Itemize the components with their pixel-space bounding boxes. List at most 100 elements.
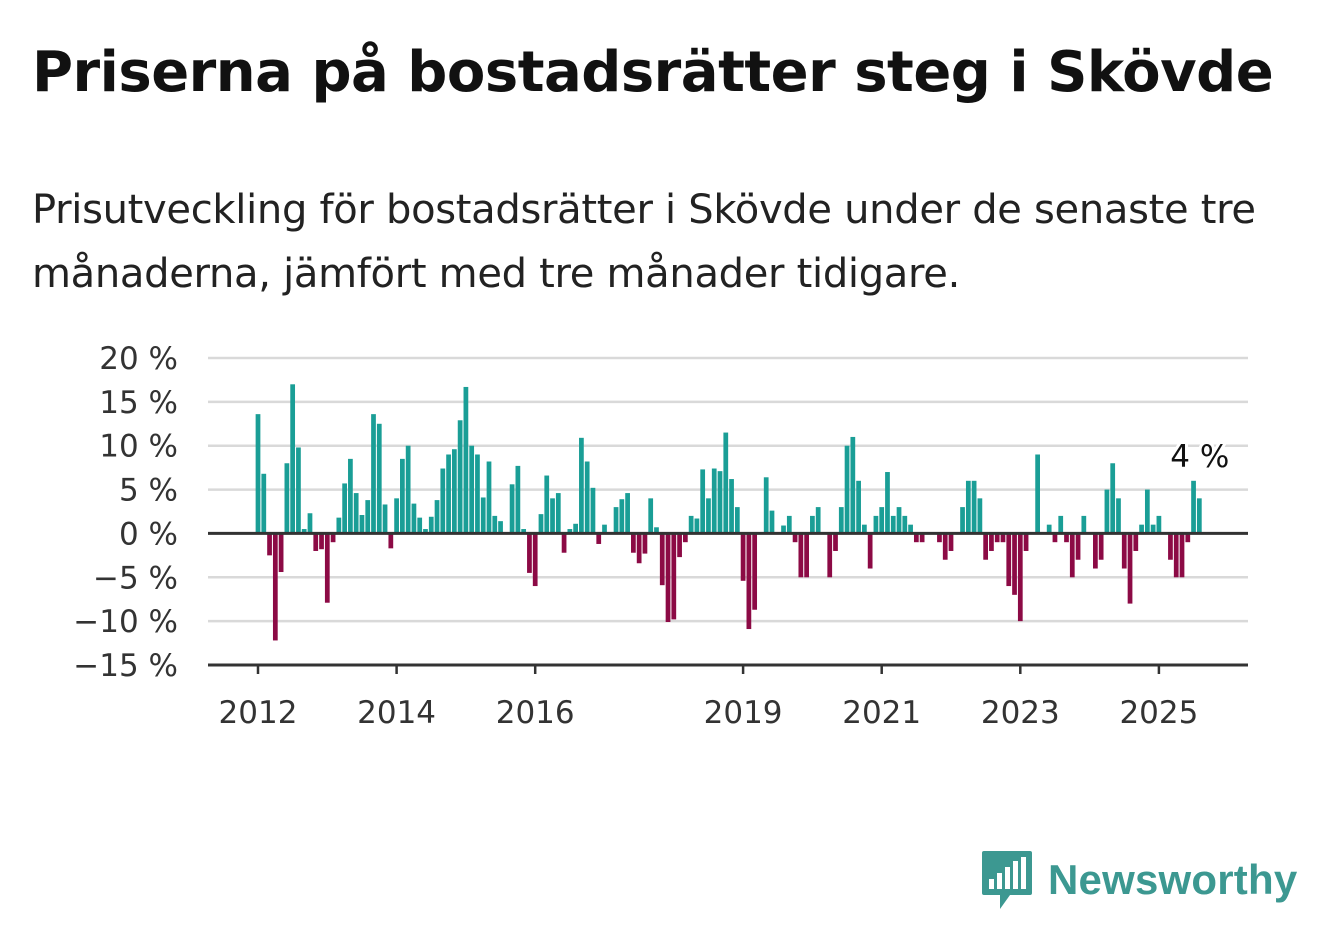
bar-2012-07 (290, 384, 296, 534)
bar-2019-05 (763, 477, 769, 534)
x-tick-label: 2025 (1119, 695, 1198, 731)
bar-2025-04 (1173, 533, 1179, 578)
bar-2013-04 (342, 483, 347, 534)
bar-2024-09 (1133, 533, 1139, 551)
bar-2015-01 (463, 386, 469, 534)
bar-2024-04 (1104, 489, 1110, 534)
bar-2017-03 (613, 507, 619, 534)
bar-2013-08 (365, 500, 371, 534)
y-axis-labels: 20 % 15 % 10 % 5 % 0 % −5 % −10 % −15 % (73, 341, 178, 684)
chart-subtitle: Prisutveckling för bostadsrätter i Skövd… (32, 187, 1256, 297)
bar-2021-07 (913, 533, 919, 543)
bar-2022-06 (977, 498, 983, 534)
bar-2017-06 (631, 533, 636, 553)
bar-2023-09 (1064, 533, 1069, 543)
bar-2021-04 (896, 507, 902, 534)
bar-2014-04 (411, 503, 417, 534)
bar-2022-10 (1000, 533, 1006, 543)
bar-2024-02 (1093, 533, 1098, 569)
brand-logo: Newsworthy (980, 848, 1297, 912)
bar-2022-03 (960, 507, 965, 534)
bar-2013-12 (388, 533, 394, 549)
bar-2025-05 (1179, 533, 1185, 578)
bar-2016-05 (555, 493, 561, 534)
y-tick-label: 20 % (99, 341, 178, 377)
bar-2015-05 (486, 461, 492, 534)
bar-2015-09 (509, 484, 515, 534)
bar-2019-09 (786, 515, 792, 534)
bar-2019-06 (769, 510, 775, 534)
bar-2017-04 (619, 499, 625, 534)
bar-2024-08 (1127, 533, 1133, 604)
bar-2018-07 (706, 498, 711, 534)
x-tick-label: 2023 (981, 695, 1060, 731)
bar-2013-02 (330, 533, 336, 543)
newsworthy-logo-icon (982, 851, 1032, 909)
bar-2012-03 (267, 533, 272, 556)
bar-2023-07 (1052, 533, 1058, 543)
bar-2016-03 (544, 475, 550, 534)
bar-2023-10 (1069, 533, 1075, 578)
bars (255, 384, 1202, 641)
bar-2014-12 (457, 420, 463, 534)
bar-2023-08 (1058, 515, 1064, 534)
bar-2023-04 (1035, 454, 1040, 534)
bar-2014-06 (423, 529, 428, 534)
bar-2018-04 (688, 515, 694, 534)
bar-2024-11 (1144, 489, 1150, 534)
bar-2020-10 (862, 524, 867, 534)
bar-2024-03 (1098, 533, 1104, 560)
bar-2019-08 (781, 525, 786, 534)
bar-2018-08 (711, 468, 717, 534)
bar-2014-05 (417, 517, 423, 534)
bar-2024-06 (1116, 498, 1121, 534)
bar-2024-07 (1121, 533, 1127, 569)
bar-2020-02 (815, 507, 821, 534)
bar-2022-05 (971, 480, 977, 534)
bar-2015-11 (521, 529, 527, 534)
bar-2023-02 (1023, 533, 1029, 551)
bar-2012-12 (319, 533, 324, 550)
bar-2019-01 (740, 533, 746, 581)
bar-2018-02 (677, 533, 682, 558)
bar-2016-11 (590, 487, 596, 534)
bar-2021-02 (885, 472, 890, 534)
bar-2025-03 (1168, 533, 1173, 560)
x-axis-ticks: 2012 2014 2016 2019 2021 2023 2025 (219, 665, 1198, 731)
bar-2015-10 (515, 465, 521, 534)
bar-2023-01 (1017, 533, 1023, 622)
bar-2015-06 (492, 515, 498, 534)
bar-2014-02 (400, 458, 405, 534)
bar-2016-02 (538, 514, 544, 534)
bar-2022-12 (1012, 533, 1017, 595)
bar-2013-10 (376, 423, 382, 534)
bar-2018-10 (723, 432, 729, 534)
bar-2014-08 (434, 500, 440, 534)
bar-2012-02 (261, 473, 267, 534)
bar-2013-05 (348, 458, 353, 534)
bar-2012-11 (313, 533, 319, 551)
bar-2012-01 (255, 414, 261, 534)
bar-2020-08 (850, 436, 856, 534)
bar-2021-05 (902, 515, 908, 534)
bar-2022-04 (965, 480, 971, 534)
bar-2025-07 (1191, 480, 1196, 534)
bar-2017-09 (648, 498, 654, 534)
bar-2016-12 (596, 533, 602, 544)
y-tick-label: −5 % (93, 560, 178, 596)
bar-2025-06 (1185, 533, 1191, 543)
bar-2020-01 (810, 515, 815, 534)
bar-2021-06 (908, 524, 913, 534)
bar-2022-01 (948, 533, 954, 551)
bar-2021-08 (919, 533, 925, 543)
bar-2023-12 (1081, 515, 1087, 534)
bar-2016-08 (573, 523, 578, 534)
bar-2019-02 (746, 533, 752, 630)
bar-2013-09 (371, 414, 376, 534)
y-tick-label: −10 % (73, 604, 178, 640)
bar-2019-11 (798, 533, 804, 578)
x-tick-label: 2014 (357, 695, 436, 731)
bar-2024-05 (1110, 463, 1116, 534)
bar-2025-01 (1156, 515, 1162, 534)
bar-2012-05 (278, 533, 284, 573)
